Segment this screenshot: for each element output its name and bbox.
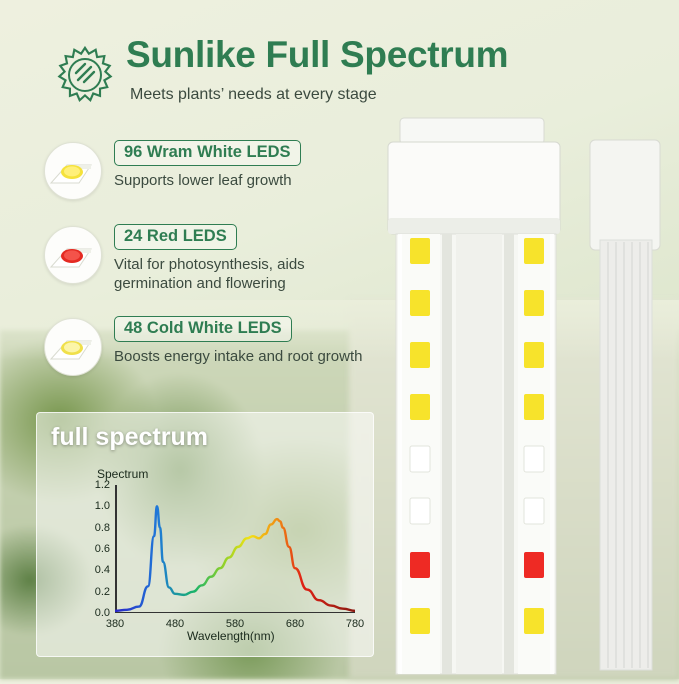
feature-tag: 48 Cold White LEDS <box>114 315 292 342</box>
header: Sunlike Full Spectrum Meets plants’ need… <box>40 34 600 116</box>
red-led-chip-icon <box>44 226 102 284</box>
spectrum-chart: 0.0 0.2 0.4 0.6 0.8 1.0 1.2 380 480 580 680 780 <box>95 479 364 630</box>
feature-list: 96 Wram White LEDS Supports lower leaf g… <box>40 140 390 400</box>
chart-y-tick: 1.2 <box>94 479 110 491</box>
page-title: Sunlike Full Spectrum <box>126 34 509 75</box>
feature-description: Vital for photosynthesis, aids germinati… <box>114 256 305 292</box>
chart-y-tick: 0.6 <box>94 543 110 555</box>
feature-tag: 96 Wram White LEDS <box>114 140 301 166</box>
chart-x-axis <box>115 611 355 613</box>
chart-x-tick: 480 <box>165 618 185 630</box>
spectrum-curve <box>115 505 355 613</box>
feature-description: Boosts energy intake and root growth <box>114 347 363 365</box>
background-gradient-overlay <box>0 300 679 360</box>
chart-y-axis <box>115 485 117 613</box>
cold-white-led-chip-icon <box>44 317 102 376</box>
spectrum-card: full spectrum Spectrum Wavelength(nm) 0.… <box>36 412 374 657</box>
chart-y-axis-label: Spectrum <box>97 467 149 481</box>
chart-y-tick: 1.0 <box>94 500 110 513</box>
list-item: 96 Wram White LEDS Supports lower leaf g… <box>40 140 390 202</box>
page-subtitle: Meets plants’ needs at every stage <box>130 86 377 103</box>
warm-white-led-chip-icon <box>44 142 102 200</box>
feature-tag: 24 Red LEDS <box>114 224 237 250</box>
list-item: 48 Cold White LEDS Boosts energy intake … <box>40 315 390 378</box>
spectrum-card-title: full spectrum <box>51 423 208 451</box>
list-item: 24 Red LEDS Vital for photosynthesis, ai… <box>40 224 390 294</box>
chart-y-tick: 0.0 <box>94 607 110 619</box>
chart-x-tick: 580 <box>225 618 245 630</box>
feature-description: Supports lower leaf growth <box>114 172 292 189</box>
chart-y-tick: 0.8 <box>94 521 110 534</box>
led-grow-light-tube <box>378 112 678 679</box>
chart-x-tick: 380 <box>105 618 125 630</box>
chart-y-tick: 0.4 <box>94 564 110 577</box>
sun-icon <box>52 42 118 108</box>
chart-y-tick: 0.2 <box>94 585 110 598</box>
chart-x-axis-label: Wavelength(nm) <box>187 629 275 643</box>
chart-x-tick: 680 <box>285 618 305 630</box>
chart-x-tick: 780 <box>345 618 365 630</box>
